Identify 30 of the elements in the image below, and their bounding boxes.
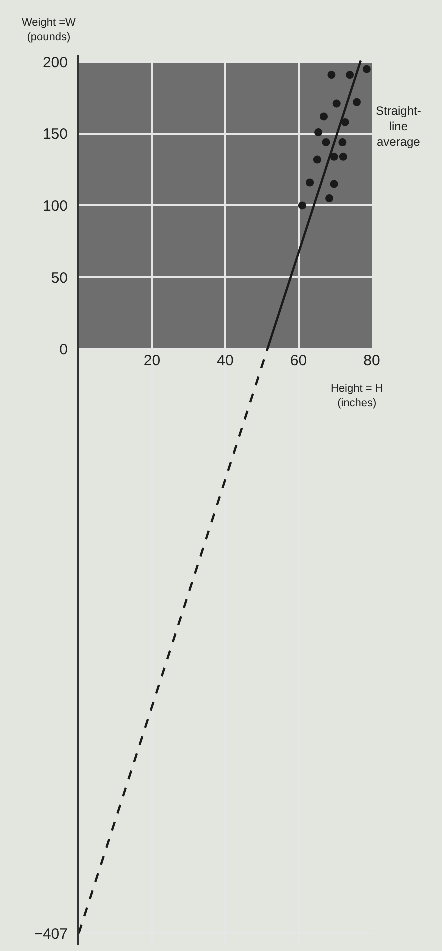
point (322, 138, 330, 147)
point (332, 100, 341, 108)
y-tick-label: 50 (51, 270, 68, 287)
y-tick-label: −407 (34, 926, 68, 943)
point (330, 152, 338, 161)
y-tick-label: 200 (42, 54, 68, 72)
point (306, 178, 314, 187)
x-tick-label: 80 (364, 352, 380, 370)
point (352, 98, 361, 106)
point (320, 112, 328, 121)
point (313, 156, 322, 164)
x-tick-label: 20 (144, 352, 161, 370)
x-tick-label: 40 (217, 352, 234, 370)
point (330, 180, 338, 188)
point (346, 71, 354, 80)
point (328, 71, 336, 80)
y-tick-label: 0 (60, 342, 68, 359)
y-axis-title: Weight =W (pounds) (22, 17, 77, 44)
y-tick-label: 150 (42, 126, 68, 144)
point (298, 202, 306, 210)
point (339, 152, 348, 161)
x-tick-label: 60 (290, 352, 308, 370)
y-tick-label: 100 (42, 198, 68, 215)
annotation: Straight- line average (376, 104, 422, 150)
point (326, 194, 334, 203)
point (341, 118, 350, 126)
x-axis-title: Height = H (inches) (331, 383, 384, 410)
point (314, 128, 323, 137)
point (338, 138, 347, 147)
point (362, 65, 371, 74)
